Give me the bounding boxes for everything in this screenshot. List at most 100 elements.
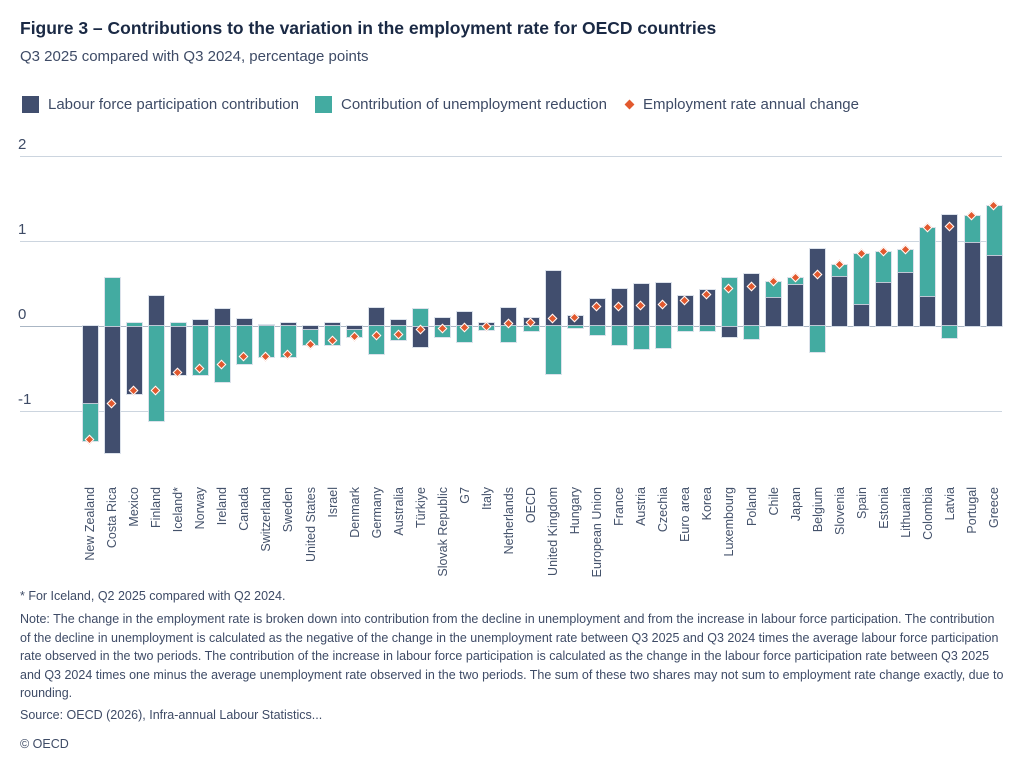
bar-segment-participation [853,302,871,327]
bar-segment-participation [346,324,364,332]
bar-segment-unemployment [147,324,165,423]
bar-segment-participation [698,289,716,327]
footnote-note: Note: The change in the employment rate … [20,612,1004,700]
bar-segment-unemployment [588,325,606,336]
legend-label-participation: Labour force participation contribution [48,96,299,113]
bar-segment-unemployment [566,325,584,329]
bar-segment-unemployment [853,252,871,305]
bar-segment-unemployment [875,251,893,283]
x-tick-label: Israel [325,487,340,518]
x-tick-label: Ireland [215,487,230,526]
figure-title: Figure 3 – Contributions to the variatio… [20,18,717,38]
x-tick-label: Costa Rica [105,487,120,549]
bar-segment-participation [191,319,209,327]
figure-subtitle: Q3 2025 compared with Q3 2024, percentag… [20,48,369,65]
x-tick-label: Denmark [347,487,362,538]
unemployment-swatch-icon [315,96,332,113]
bar-segment-unemployment [831,263,849,277]
bar-segment-unemployment [743,325,760,340]
bar-segment-unemployment [919,227,937,298]
x-tick-label: United Kingdom [546,487,561,576]
bar-segment-participation [963,240,981,327]
bar-segment-participation [787,283,805,327]
x-tick-label: Netherlands [501,487,516,555]
bar-segment-unemployment [809,324,827,354]
x-tick-label: Sweden [281,487,296,533]
bar-segment-unemployment [191,324,209,377]
x-tick-label: Hungary [568,487,583,535]
bar-segment-participation [235,318,253,327]
x-tick-label: Korea [700,487,715,521]
bar-segment-unemployment [985,205,1003,256]
legend-label-employment-rate: Employment rate annual change [643,96,859,113]
x-tick-label: Iceland* [171,487,186,533]
x-tick-label: France [612,487,627,526]
x-tick-label: Switzerland [259,487,274,552]
bar-segment-unemployment [698,324,716,333]
bar-segment-participation [765,296,783,327]
bar-segment-unemployment [654,324,672,350]
x-tick-label: Finland [149,487,164,528]
bar-segment-participation [125,325,143,395]
y-tick-label: 1 [18,221,27,238]
x-tick-label: Poland [744,487,759,526]
x-tick-label: Greece [987,487,1002,528]
x-tick-label: European Union [590,487,605,578]
bar-segment-participation [831,274,849,327]
x-tick-label: Germany [369,487,384,539]
x-tick-label: Norway [193,487,208,530]
bar-segment-unemployment [103,277,121,327]
bar-segment-unemployment [632,325,650,350]
x-tick-label: Italy [479,487,494,510]
bar-segment-participation [544,269,562,328]
bar-segment-unemployment [610,325,628,346]
x-tick-label: Portugal [965,487,979,534]
x-tick-label: Latvia [942,487,957,521]
footnote-copyright: © OECD [20,737,69,751]
bar-segment-participation [147,295,165,327]
x-tick-label: Türkiye [413,487,428,528]
bar-segment-participation [941,213,959,327]
x-tick-label: G7 [457,487,472,504]
bar-segment-participation [257,324,275,328]
bar-segment-participation [324,321,342,328]
x-tick-label: Canada [237,487,252,531]
x-tick-label: Slovenia [832,487,847,535]
bar-segment-unemployment [81,403,99,442]
x-tick-label: Japan [788,487,803,522]
x-tick-label: Czechia [656,487,671,533]
y-tick-label: 2 [18,136,27,153]
x-tick-label: Luxembourg [722,487,737,557]
bar-segment-participation [875,280,893,327]
bar-segment-participation [103,325,121,454]
bar-segment-unemployment [963,215,981,243]
x-tick-label: Colombia [920,487,935,540]
x-tick-label: Mexico [127,487,142,527]
legend-item-participation: Labour force participation contribution [22,96,299,113]
legend-label-unemployment: Contribution of unemployment reduction [341,96,607,113]
x-tick-label: Chile [766,487,781,516]
bar-segment-unemployment [213,324,231,384]
x-tick-label: Spain [854,487,869,519]
bar-segment-unemployment [544,324,562,376]
bar-segment-unemployment [257,324,275,359]
y-gridline [20,155,1002,157]
participation-swatch-icon [22,96,39,113]
x-tick-label: New Zealand [83,487,97,561]
bar-segment-participation [720,324,738,339]
x-tick-label: Lithuania [898,487,913,538]
y-tick-label: 0 [18,306,27,323]
x-tick-label: Belgium [810,487,825,533]
bar-segment-unemployment [765,280,783,299]
bar-segment-unemployment [897,248,915,274]
footnote-source: Source: OECD (2026), Infra-annual Labour… [20,708,323,722]
legend-item-employment-rate: Employment rate annual change [623,96,859,113]
bar-segment-participation [456,310,474,328]
x-tick-label: Euro area [678,487,693,542]
bar-segment-unemployment [522,324,540,333]
bar-segment-unemployment [500,324,518,344]
bar-segment-unemployment [412,308,430,327]
bar-segment-participation [302,324,319,332]
